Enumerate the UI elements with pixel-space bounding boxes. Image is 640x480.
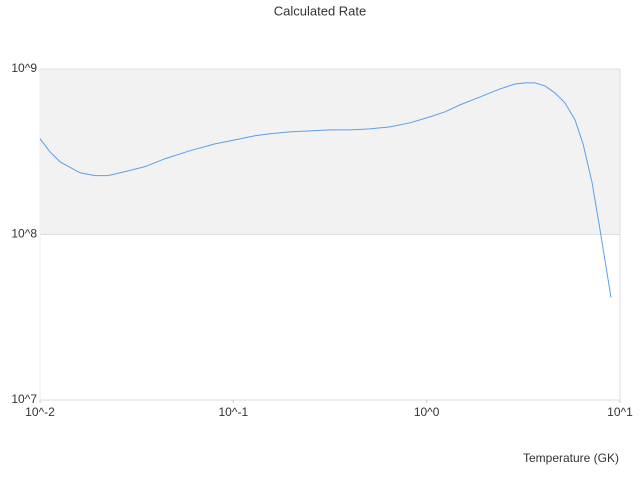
x-tick-label: 10^1 xyxy=(607,405,633,419)
x-tick-label: 10^0 xyxy=(414,405,440,419)
x-axis-label: Temperature (GK) xyxy=(523,451,619,465)
chart-title: Calculated Rate xyxy=(274,3,367,18)
y-tick-label: 10^9 xyxy=(11,61,37,75)
x-tick-label: 10^-1 xyxy=(219,405,249,419)
line xyxy=(39,82,612,298)
y-tick-label: 10^8 xyxy=(11,227,37,241)
y-tick-label: 10^7 xyxy=(11,392,37,406)
band xyxy=(40,69,620,235)
x-tick-label: 10^-2 xyxy=(25,405,55,419)
